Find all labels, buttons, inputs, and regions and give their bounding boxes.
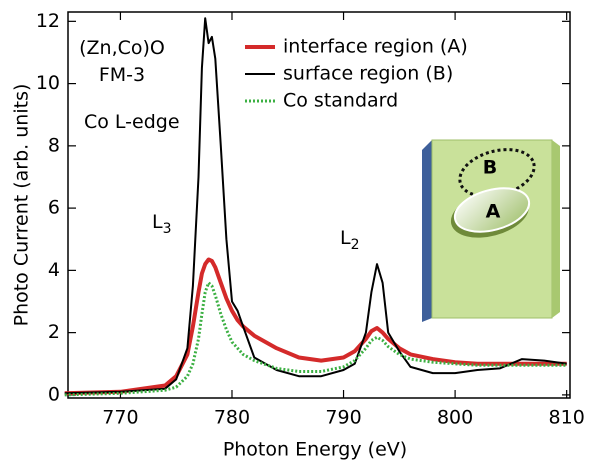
series-line	[64, 257, 567, 396]
y-tick-label: 2	[48, 321, 60, 343]
annotation: FM-3	[99, 64, 145, 86]
series-line	[64, 281, 567, 397]
x-tick-label: 800	[437, 407, 473, 429]
y-axis-label: Photo Current (arb. units)	[11, 84, 33, 327]
plot-frame	[67, 11, 571, 399]
annotation-subscript: 2	[351, 237, 360, 253]
y-tick-label: 10	[36, 72, 60, 94]
x-tick-label: 790	[325, 407, 361, 429]
inset-label: B	[483, 157, 497, 179]
annotation-subscript: 3	[163, 221, 172, 237]
legend-label: surface region (B)	[283, 63, 453, 85]
x-tick-label: 780	[214, 407, 250, 429]
annotation: (Zn,Co)O	[79, 37, 165, 59]
annotation: L3	[152, 211, 172, 238]
legend-label: Co standard	[283, 90, 398, 112]
annotation-text: Co L-edge	[84, 111, 180, 133]
x-tick-label: 810	[549, 407, 585, 429]
annotation-text: FM-3	[99, 64, 145, 86]
inset-label: A	[486, 201, 501, 223]
y-tick-label: 8	[48, 134, 60, 156]
inset-diagram	[422, 139, 560, 322]
annotation-text: L	[340, 227, 351, 249]
y-tick-label: 12	[36, 10, 60, 32]
annotation-text: L	[152, 211, 163, 233]
legend-label: interface region (A)	[283, 36, 468, 58]
annotation: Co L-edge	[84, 111, 180, 133]
y-tick-label: 0	[48, 383, 60, 405]
y-tick-label: 6	[48, 197, 60, 219]
annotation: L2	[340, 227, 360, 254]
x-axis-label: Photon Energy (eV)	[223, 439, 407, 461]
y-tick-label: 4	[48, 259, 60, 281]
series-line	[64, 17, 567, 395]
x-tick-label: 770	[102, 407, 138, 429]
annotation-text: (Zn,Co)O	[79, 37, 165, 59]
